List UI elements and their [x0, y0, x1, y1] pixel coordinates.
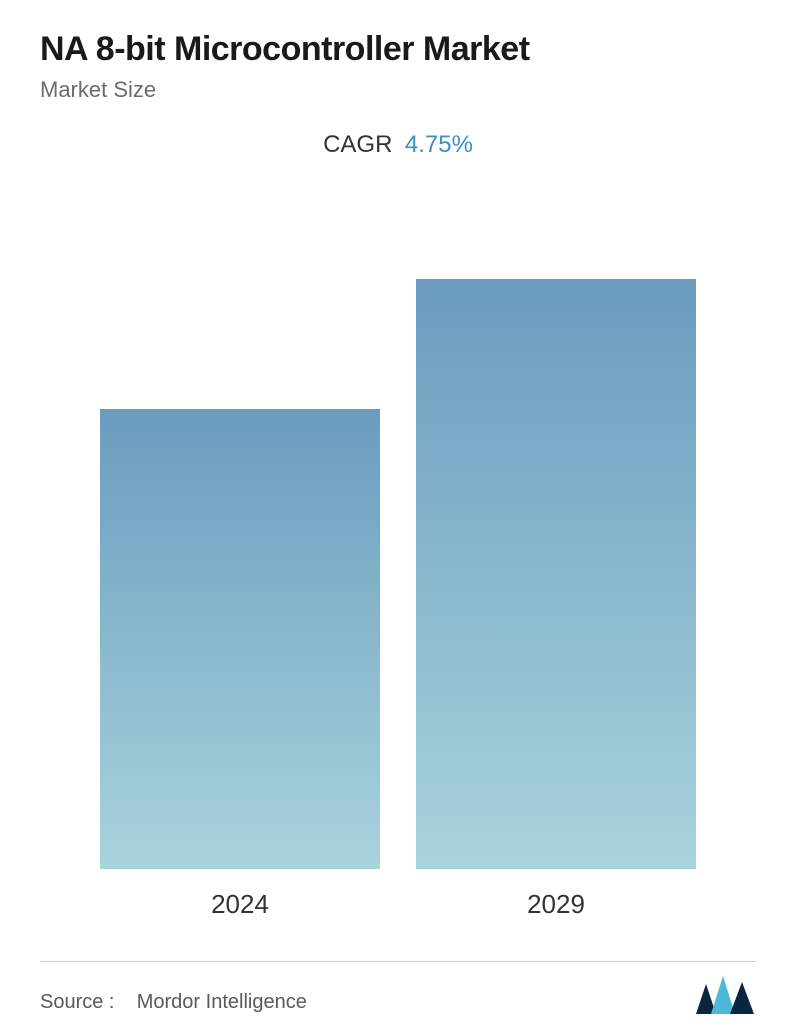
source-text: Source : Mordor Intelligence	[40, 991, 307, 1014]
bar-2024	[100, 409, 380, 869]
bar-chart-area	[40, 189, 756, 869]
cagr-section: CAGR 4.75%	[40, 131, 756, 159]
chart-footer: Source : Mordor Intelligence	[40, 961, 756, 1014]
chart-subtitle: Market Size	[40, 77, 756, 103]
cagr-label: CAGR	[323, 131, 392, 158]
chart-title: NA 8-bit Microcontroller Market	[40, 30, 756, 69]
bar-2029	[416, 279, 696, 869]
x-label-2029: 2029	[416, 889, 696, 920]
cagr-value: 4.75%	[405, 131, 473, 158]
x-label-2024: 2024	[100, 889, 380, 920]
chart-container: NA 8-bit Microcontroller Market Market S…	[0, 0, 796, 1034]
mordor-logo-icon	[696, 974, 756, 1014]
x-axis-labels: 2024 2029	[40, 889, 756, 929]
source-label: Source :	[40, 991, 114, 1013]
source-name: Mordor Intelligence	[137, 991, 307, 1013]
